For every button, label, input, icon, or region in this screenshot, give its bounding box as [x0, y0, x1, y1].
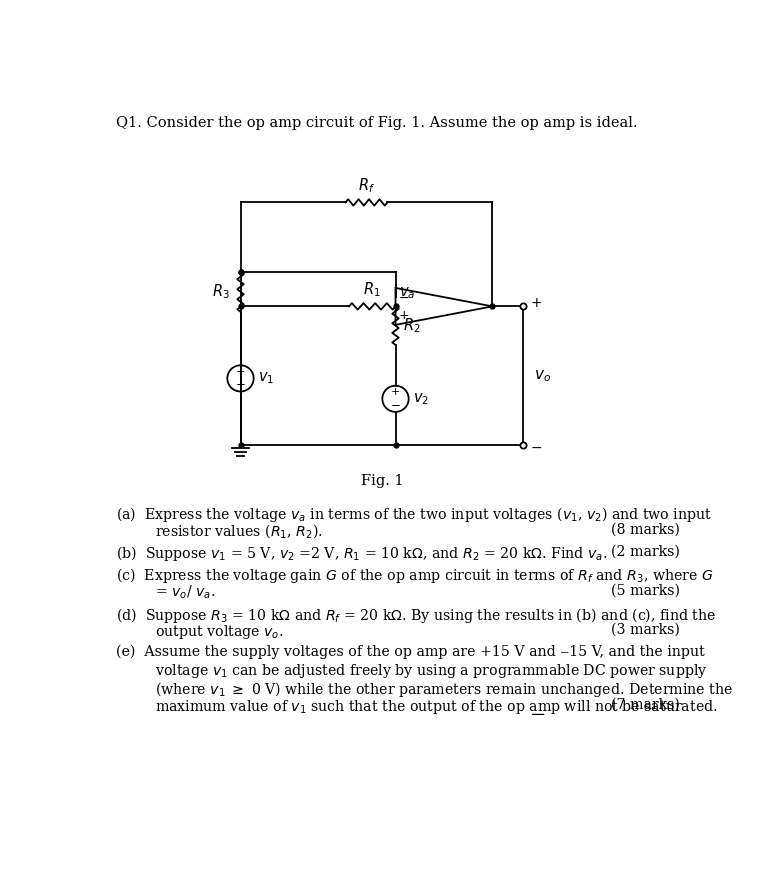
Text: −: − — [391, 399, 400, 412]
Text: (a)  Express the voltage $v_a$ in terms of the two input voltages ($v_1$, $v_2$): (a) Express the voltage $v_a$ in terms o… — [117, 505, 713, 524]
Text: $v_a$: $v_a$ — [399, 285, 416, 301]
Text: Fig. 1: Fig. 1 — [361, 474, 403, 488]
Text: Q1. Consider the op amp circuit of Fig. 1. Assume the op amp is ideal.: Q1. Consider the op amp circuit of Fig. … — [117, 116, 638, 130]
Text: (7 marks): (7 marks) — [611, 698, 680, 712]
Text: (where $v_1$ $\geq$ 0 V) while the other parameters remain unchanged. Determine : (where $v_1$ $\geq$ 0 V) while the other… — [155, 680, 733, 699]
Text: maximum value of $v_1$ such that the output of the op amp will not be saturated.: maximum value of $v_1$ such that the out… — [155, 698, 718, 716]
Text: (8 marks): (8 marks) — [611, 522, 680, 536]
Text: $R_1$: $R_1$ — [364, 281, 381, 299]
Text: $v_o$: $v_o$ — [535, 368, 551, 384]
Text: output voltage $v_o$.: output voltage $v_o$. — [155, 623, 284, 641]
Text: −: − — [531, 441, 542, 455]
Text: −: − — [235, 378, 246, 392]
Text: = $v_o$/ $v_a$.: = $v_o$/ $v_a$. — [155, 583, 216, 601]
Text: (c)  Express the voltage gain $G$ of the op amp circuit in terms of $R_f$ and $R: (c) Express the voltage gain $G$ of the … — [117, 566, 714, 585]
Text: (5 marks): (5 marks) — [611, 583, 680, 597]
Text: (e)  Assume the supply voltages of the op amp are +15 V and ‒15 V, and the input: (e) Assume the supply voltages of the op… — [117, 645, 706, 659]
Text: $v_1$: $v_1$ — [257, 371, 274, 386]
Text: +: + — [531, 296, 542, 310]
Text: (d)  Suppose $R_3$ = 10 k$\Omega$ and $R_f$ = 20 k$\Omega$. By using the results: (d) Suppose $R_3$ = 10 k$\Omega$ and $R_… — [117, 605, 716, 624]
Text: voltage $v_1$ can be adjusted freely by using a programmable DC power supply: voltage $v_1$ can be adjusted freely by … — [155, 663, 708, 680]
Text: (3 marks): (3 marks) — [611, 623, 680, 637]
Text: +: + — [391, 387, 400, 398]
Text: (2 marks): (2 marks) — [611, 544, 680, 558]
Text: $v_2$: $v_2$ — [413, 391, 429, 406]
Text: $+$: $+$ — [399, 309, 409, 322]
Text: +: + — [235, 367, 246, 377]
Text: $R_f$: $R_f$ — [358, 176, 375, 194]
Text: (b)  Suppose $v_1$ = 5 V, $v_2$ =2 V, $R_1$ = 10 k$\Omega$, and $R_2$ = 20 k$\Om: (b) Suppose $v_1$ = 5 V, $v_2$ =2 V, $R_… — [117, 544, 608, 563]
Text: $-$: $-$ — [399, 290, 409, 303]
Text: $R_2$: $R_2$ — [403, 317, 421, 335]
Text: $R_3$: $R_3$ — [212, 283, 230, 301]
Text: resistor values ($R_1$, $R_2$).: resistor values ($R_1$, $R_2$). — [155, 522, 323, 541]
